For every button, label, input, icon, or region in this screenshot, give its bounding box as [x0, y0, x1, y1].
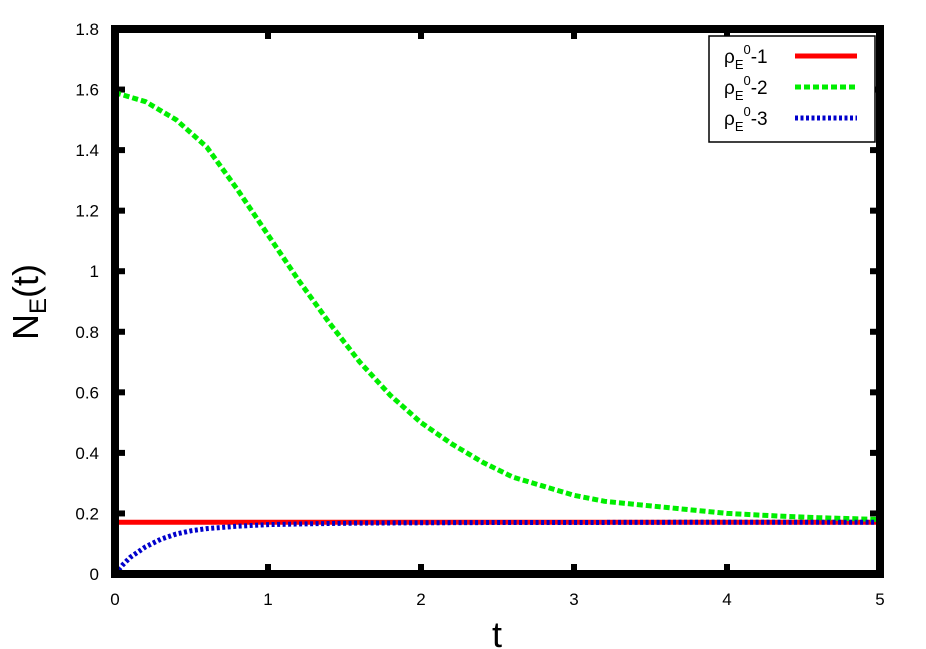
x-axis-label: t	[492, 614, 502, 649]
legend-label-3: ρE0-3	[724, 104, 768, 134]
y-tick-label: 0	[90, 565, 99, 584]
y-tick-label: 0.6	[75, 383, 99, 402]
x-tick-labels: 0 1 2 3 4 5	[110, 590, 884, 609]
x-tick-label: 4	[722, 590, 731, 609]
series-line-2	[114, 90, 881, 522]
y-tick-label: 0.8	[75, 323, 99, 342]
y-tick-label: 1	[90, 262, 99, 281]
y-tick-label: 0.4	[75, 444, 99, 463]
x-tick-label: 1	[263, 590, 272, 609]
y-axis-label: NE(t)	[5, 264, 52, 340]
series-lines	[113, 90, 881, 576]
legend-label-1: ρE0-1	[724, 42, 768, 72]
y-tick-label: 1.8	[75, 20, 99, 39]
legend-label-2: ρE0-2	[724, 73, 768, 103]
y-tick-label: 1.6	[75, 81, 99, 100]
x-tick-label: 5	[875, 590, 884, 609]
series-line-3	[113, 519, 880, 576]
y-tick-label: 0.2	[75, 504, 99, 523]
x-tick-label: 0	[110, 590, 119, 609]
x-tick-label: 2	[416, 590, 425, 609]
y-tick-labels: 0 0.2 0.4 0.6 0.8 1 1.2 1.4 1.6 1.8	[75, 20, 99, 584]
y-tick-label: 1.4	[75, 141, 99, 160]
plot-frame	[111, 25, 884, 578]
x-tick-label: 3	[569, 590, 578, 609]
y-tick-label: 1.2	[75, 202, 99, 221]
